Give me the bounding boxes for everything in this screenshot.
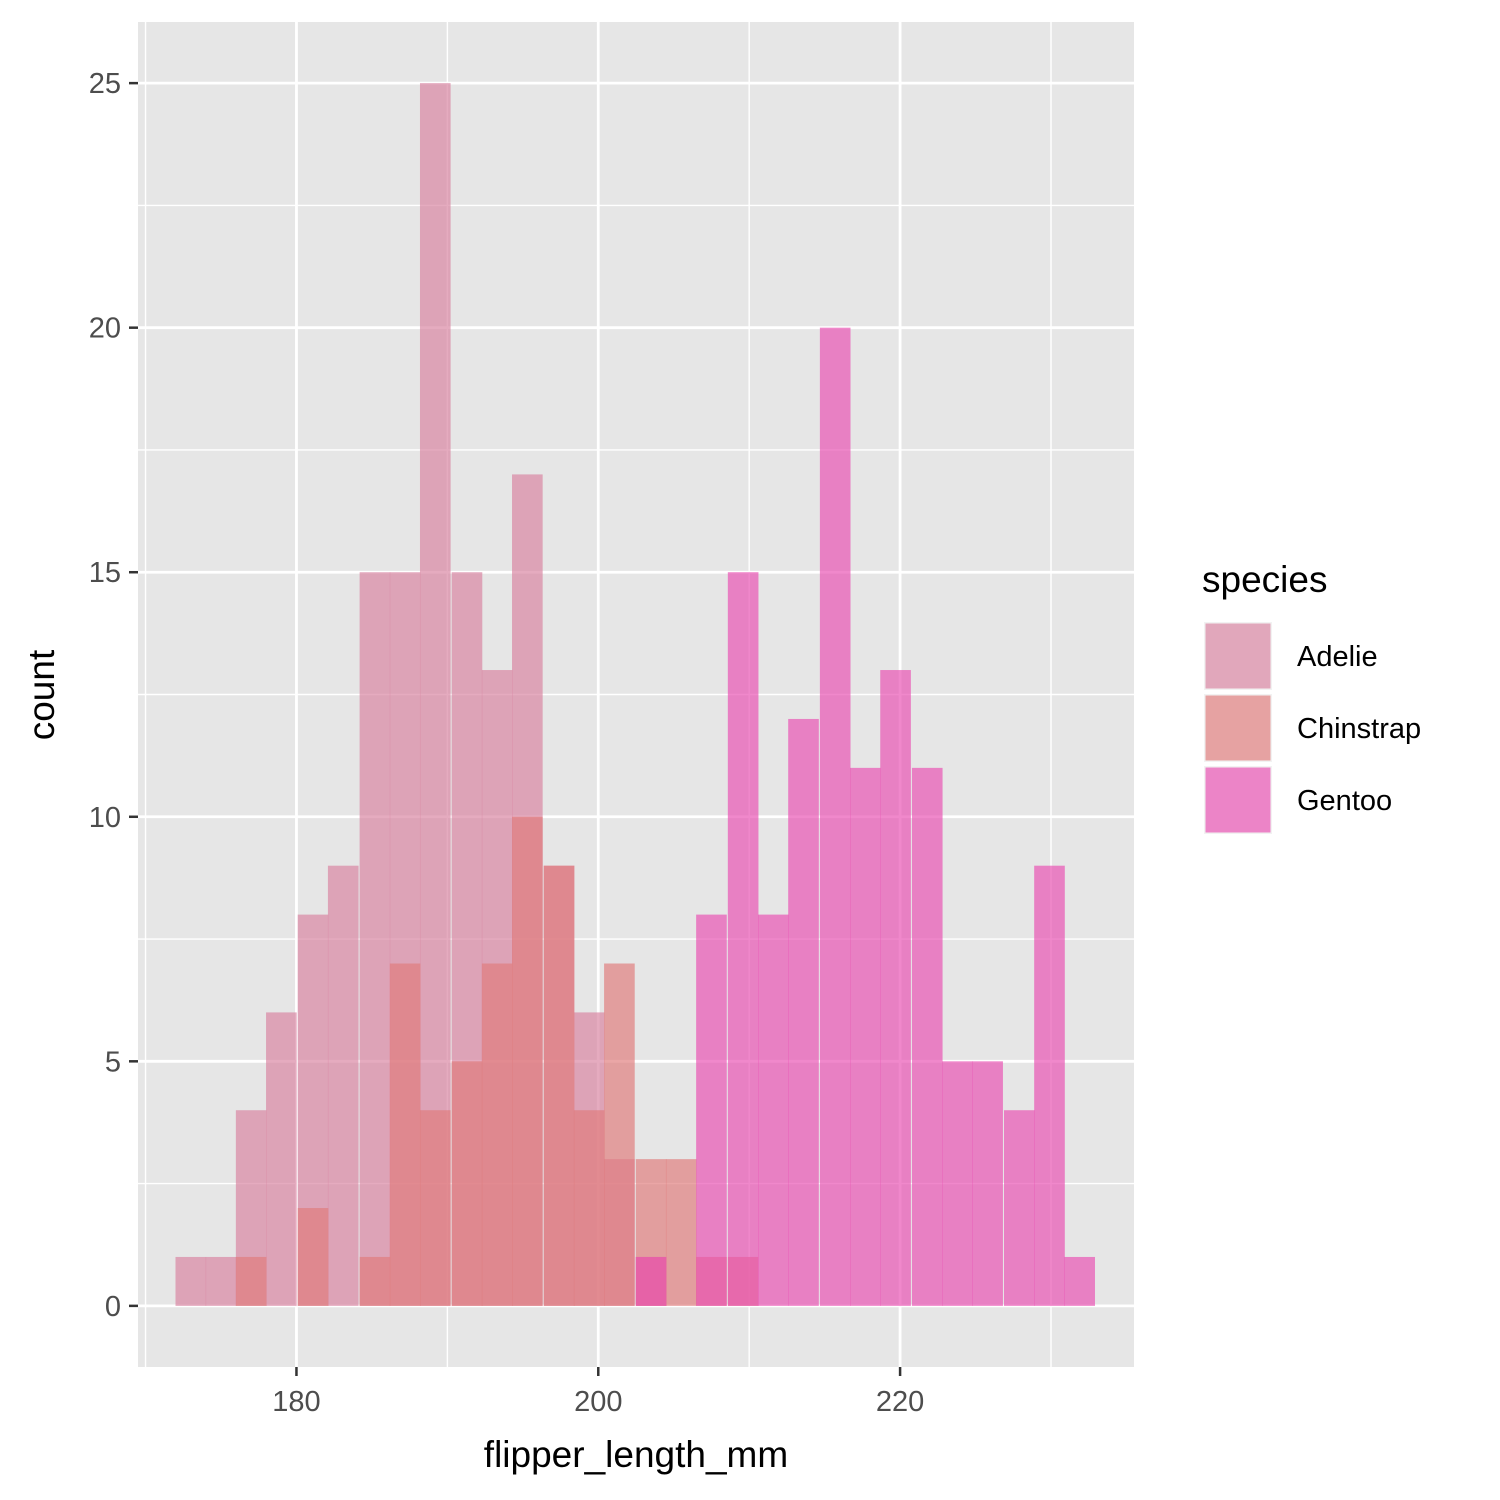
bar-chinstrap	[235, 1256, 267, 1306]
legend-label-gentoo: Gentoo	[1297, 785, 1392, 817]
bar-chinstrap	[481, 963, 513, 1306]
bar-adelie	[205, 1256, 237, 1306]
bar-gentoo	[788, 718, 819, 1306]
series-chinstrap	[235, 816, 759, 1306]
bar-gentoo	[758, 914, 789, 1306]
bar-chinstrap	[419, 1110, 451, 1306]
bar-gentoo	[880, 670, 911, 1306]
x-tick-label: 200	[574, 1386, 622, 1418]
bar-gentoo	[635, 1256, 667, 1306]
bar-adelie	[359, 572, 391, 1306]
y-tick-label: 25	[89, 68, 121, 100]
bar-chinstrap	[512, 816, 543, 1306]
x-axis-title: flipper_length_mm	[484, 1434, 788, 1475]
bar-gentoo	[1003, 1110, 1035, 1306]
legend-label-adelie: Adelie	[1297, 641, 1378, 673]
bar-gentoo	[1064, 1256, 1095, 1306]
bar-gentoo	[727, 572, 759, 1306]
legend-items: Adelie Chinstrap Gentoo	[1204, 622, 1421, 834]
legend-title: species	[1202, 559, 1327, 600]
y-tick-label: 0	[105, 1291, 121, 1323]
bar-chinstrap	[665, 1159, 697, 1306]
bar-gentoo	[696, 914, 727, 1306]
y-axis: 0 5 10 15 20 25	[89, 68, 138, 1323]
series-gentoo	[635, 327, 1095, 1306]
bar-chinstrap	[451, 1061, 483, 1306]
bar-gentoo	[942, 1061, 973, 1306]
bar-chinstrap	[604, 963, 635, 1306]
x-axis: 180 200 220	[272, 1367, 924, 1418]
legend-swatch-adelie	[1205, 623, 1271, 689]
legend-label-chinstrap: Chinstrap	[1297, 713, 1421, 745]
y-tick-label: 15	[89, 557, 121, 589]
y-tick-label: 10	[89, 802, 121, 834]
y-tick-label: 20	[89, 313, 121, 345]
bar-gentoo	[819, 327, 851, 1306]
legend-swatch-gentoo	[1205, 767, 1271, 833]
bar-chinstrap	[359, 1256, 391, 1306]
bar-gentoo	[1034, 865, 1065, 1306]
bar-chinstrap	[389, 963, 421, 1306]
bar-gentoo	[911, 767, 943, 1306]
y-axis-title: count	[21, 649, 62, 740]
histogram-bars	[175, 83, 1095, 1306]
bar-adelie	[175, 1256, 207, 1306]
bar-adelie	[327, 865, 359, 1306]
bar-gentoo	[972, 1061, 1003, 1306]
x-tick-label: 180	[272, 1386, 320, 1418]
bar-gentoo	[850, 767, 881, 1306]
bar-chinstrap	[297, 1208, 329, 1306]
legend-swatch-chinstrap	[1205, 695, 1271, 761]
bar-adelie	[266, 1012, 297, 1306]
bar-adelie	[419, 83, 451, 1306]
x-tick-label: 220	[876, 1386, 924, 1418]
bar-chinstrap	[543, 865, 575, 1306]
y-tick-label: 5	[105, 1046, 121, 1078]
legend: species Adelie Chinstrap Gentoo	[1202, 559, 1421, 834]
bar-chinstrap	[573, 1110, 605, 1306]
